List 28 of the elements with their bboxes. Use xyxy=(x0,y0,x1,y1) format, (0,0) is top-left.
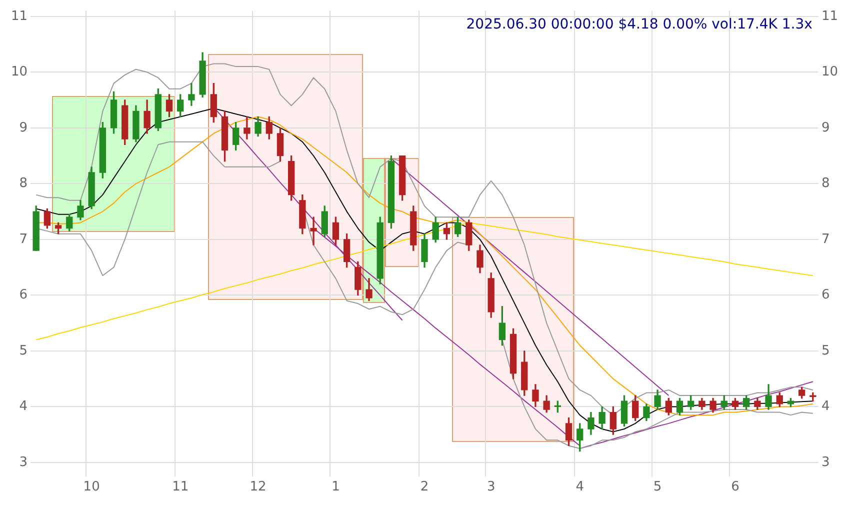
y-tick-label: 10 xyxy=(10,64,28,80)
y2-tick-label: 3 xyxy=(821,454,830,470)
x-tick-label: 11 xyxy=(172,480,189,495)
y2-tick-label: 11 xyxy=(821,8,838,24)
y2-tick-label: 6 xyxy=(821,288,830,303)
x-tick-label: 12 xyxy=(250,480,266,495)
y2-tick-label: 10 xyxy=(821,64,838,80)
y-tick-label: 9 xyxy=(19,120,28,136)
y-tick-label: 8 xyxy=(19,176,28,192)
y-tick-label: 5 xyxy=(19,343,28,358)
y-tick-label: 3 xyxy=(19,454,28,470)
x-tick-label: 3 xyxy=(486,480,496,495)
x-tick-label: 2 xyxy=(420,480,429,495)
y2-tick-label: 8 xyxy=(821,176,830,192)
y-tick-label: 6 xyxy=(19,288,28,303)
x-tick-label: 10 xyxy=(83,480,100,495)
x-tick-label: 1 xyxy=(332,480,340,495)
y2-tick-label: 9 xyxy=(821,120,830,136)
y-tick-label: 11 xyxy=(10,8,28,24)
x-tick-label: 5 xyxy=(653,480,662,495)
y-tick-label: 7 xyxy=(19,232,28,247)
y2-tick-label: 4 xyxy=(821,399,830,414)
x-tick-label: 6 xyxy=(731,480,740,495)
y2-tick-label: 7 xyxy=(821,232,830,247)
x-tick-label: 4 xyxy=(576,480,584,495)
y2-tick-label: 5 xyxy=(821,343,830,358)
chart-title: 2025.06.30 00:00:00 $4.18 0.00% vol:17.4K 1.3x xyxy=(466,16,812,32)
y-tick-label: 4 xyxy=(19,399,28,414)
